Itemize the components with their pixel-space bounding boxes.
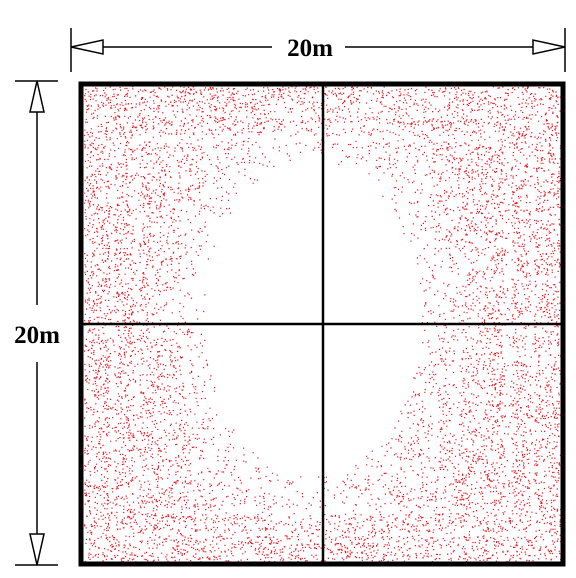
width-dimension: 20m (70, 28, 566, 72)
double-arrow-icon (29, 533, 45, 566)
double-arrow-icon (29, 80, 45, 113)
point-scatter (84, 86, 562, 564)
width-label: 20m (287, 35, 333, 62)
area-frame (78, 81, 566, 567)
height-dimension: 20m (14, 80, 60, 566)
scatter-points (84, 86, 562, 564)
double-arrow-icon (70, 39, 104, 55)
double-arrow-icon (532, 39, 566, 55)
height-label: 20m (14, 322, 60, 349)
